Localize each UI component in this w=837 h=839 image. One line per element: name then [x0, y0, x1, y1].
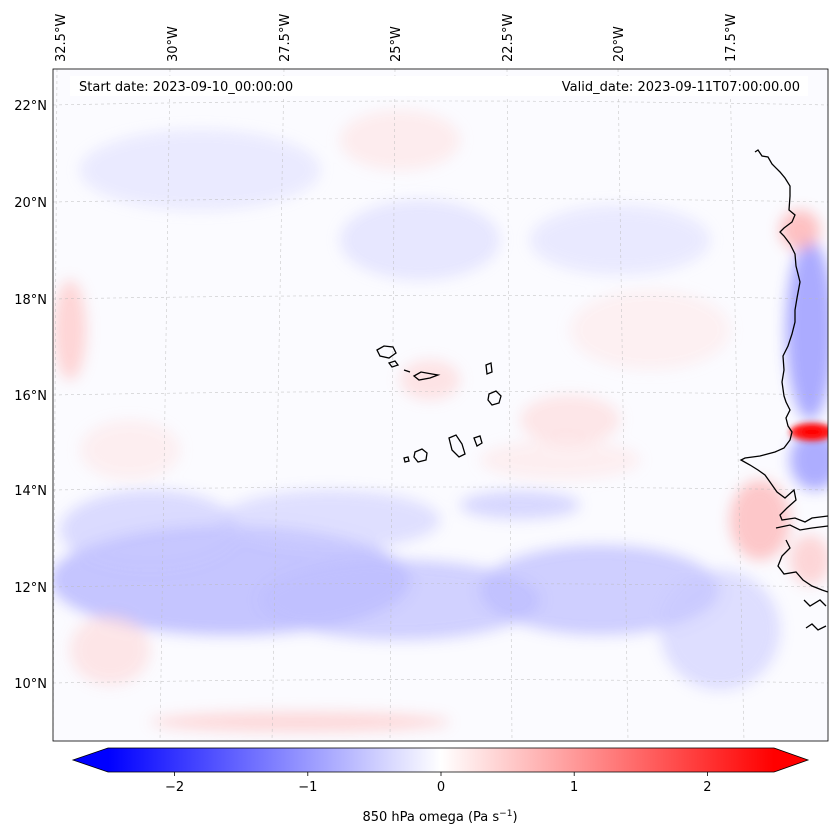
valid-date-label: Valid_date: 2023-09-11T07:00:00.00: [562, 80, 800, 95]
lon-label: 25°W: [389, 26, 404, 62]
map-frame: [52, 68, 829, 742]
island-sao-nicolau: [412, 371, 441, 381]
island-maio: [473, 435, 483, 447]
island-sal: [485, 362, 493, 375]
colorbar-tick-label: −2: [165, 780, 184, 795]
colorbar-tick-label: 0: [437, 780, 445, 795]
lat-label: 18°N: [14, 293, 47, 308]
island-santo-antao: [376, 345, 397, 359]
colorbar-label: 850 hPa omega (Pa s−1): [362, 809, 517, 825]
coastlines: [376, 149, 828, 631]
omega-field: [53, 110, 828, 732]
lon-label: 17.5°W: [724, 14, 739, 62]
island-santiago: [448, 434, 466, 458]
start-date-label: Start date: 2023-09-10_00:00:00: [79, 80, 293, 95]
island-sao-vicente: [387, 360, 400, 368]
colorbar-tick-label: 2: [703, 780, 711, 795]
lat-label: 14°N: [14, 484, 47, 499]
graticule: [53, 69, 828, 741]
map-panel: Start date: 2023-09-10_00:00:00 Valid_da…: [52, 68, 829, 742]
lat-label: 22°N: [14, 99, 47, 114]
longitude-labels: 32.5°W 30°W 27.5°W 25°W 22.5°W 20°W 17.5…: [54, 14, 739, 62]
island-santa-luzia: [403, 369, 411, 373]
lon-label: 27.5°W: [278, 14, 293, 62]
lon-label: 20°W: [612, 26, 627, 62]
africa-coast-south: [775, 524, 828, 631]
colorbar-tick-label: 1: [570, 780, 578, 795]
lon-label: 22.5°W: [501, 14, 516, 62]
island-brava: [403, 456, 410, 463]
colorbar-extend-high: [774, 748, 808, 772]
latitude-labels: 22°N 20°N 18°N 16°N 14°N 12°N 10°N: [14, 99, 47, 692]
header-box: [70, 76, 808, 96]
lat-label: 20°N: [14, 196, 47, 211]
lon-label: 30°W: [166, 26, 181, 62]
colorbar-tick-label: −1: [298, 780, 317, 795]
colorbar-outline: [71, 747, 810, 773]
lat-label: 12°N: [14, 581, 47, 596]
island-fogo: [413, 448, 428, 463]
lat-label: 10°N: [14, 677, 47, 692]
colorbar-bar: [108, 748, 774, 772]
island-boa-vista: [487, 390, 502, 406]
colorbar: −2 −1 0 1 2 850 hPa omega (Pa s−1): [71, 747, 810, 825]
colorbar-extend-low: [73, 748, 108, 772]
lon-label: 32.5°W: [54, 14, 69, 62]
colorbar-ticks: −2 −1 0 1 2: [165, 772, 712, 795]
lat-label: 16°N: [14, 389, 47, 404]
africa-coast: [739, 149, 828, 523]
